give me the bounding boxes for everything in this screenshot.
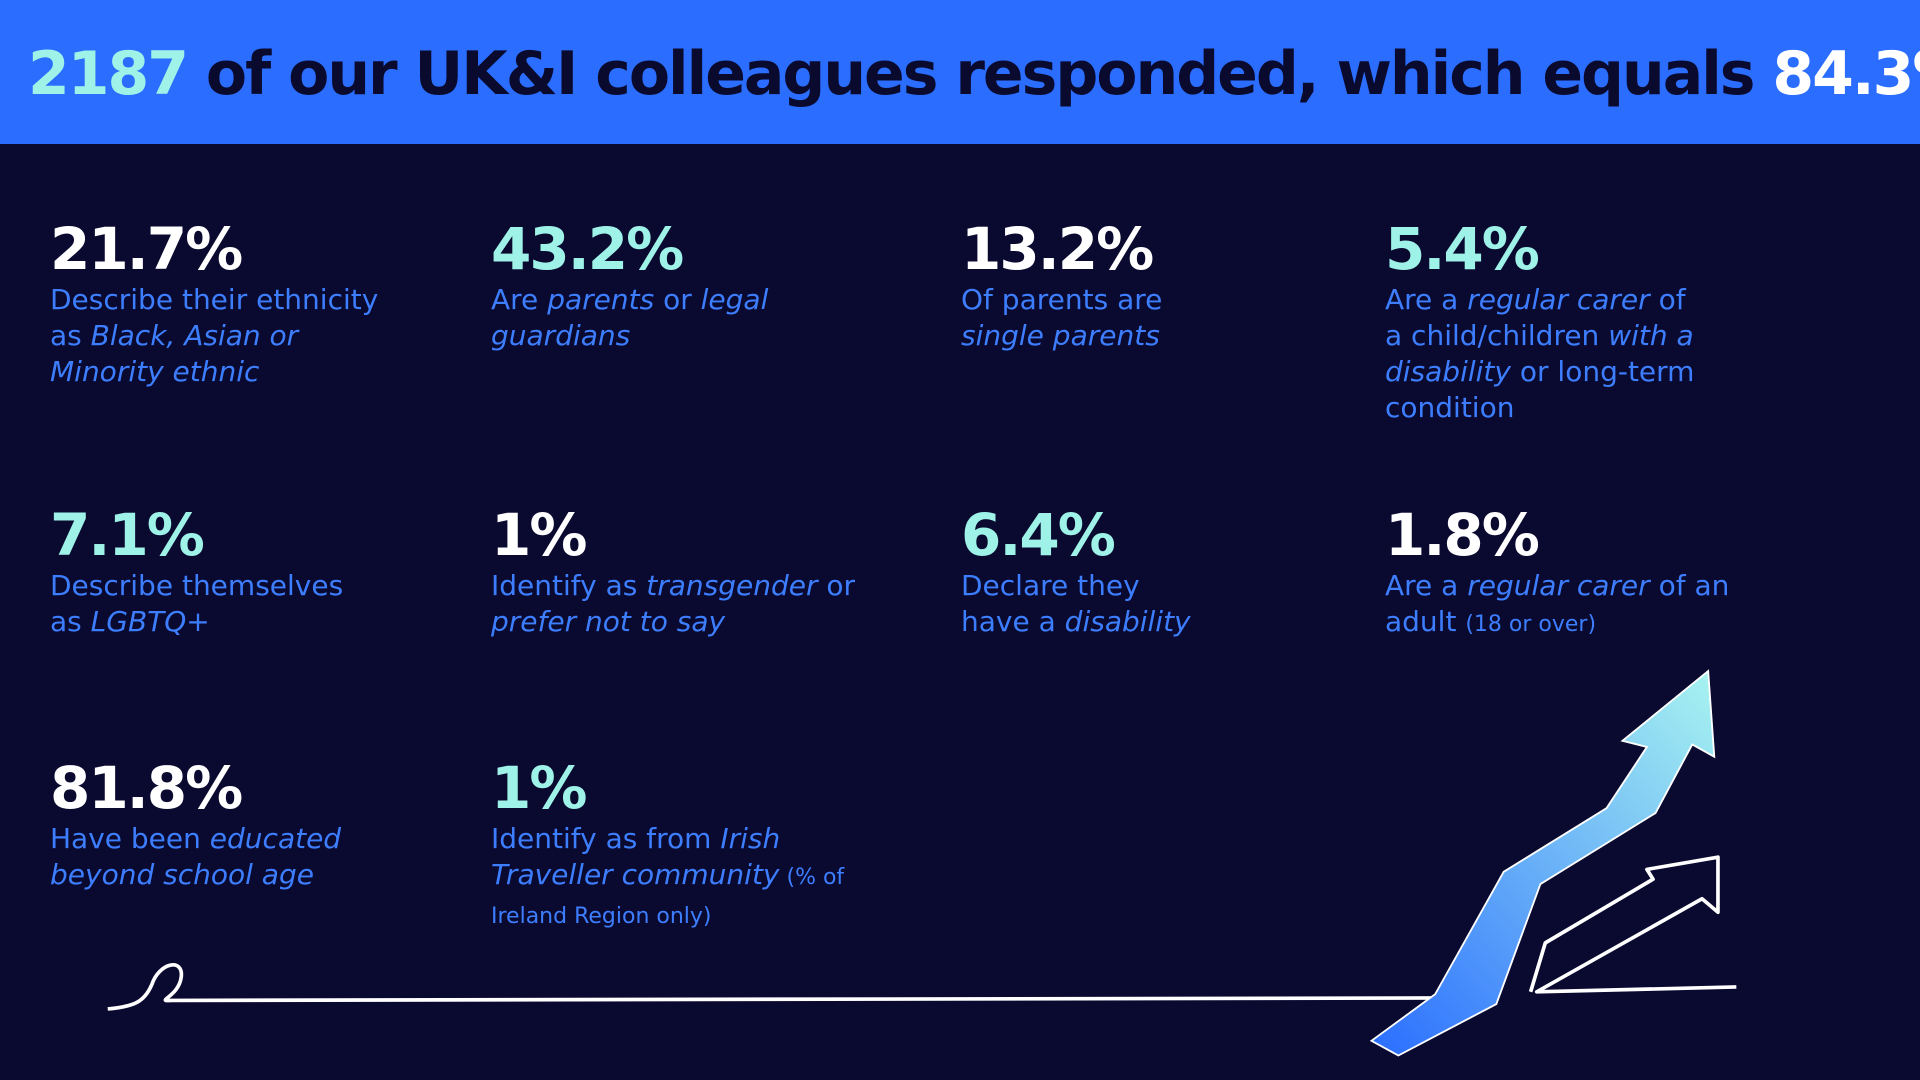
description-part: prefer not to say xyxy=(491,605,726,638)
description-part: Are a xyxy=(1385,283,1468,316)
stat-value: 5.4% xyxy=(1385,215,1540,283)
description-part: disability xyxy=(1064,605,1191,638)
description-part: legal guardians xyxy=(491,283,769,352)
description-part: Of parents are xyxy=(961,283,1163,316)
description-part: or xyxy=(817,569,856,602)
description-part: Have been xyxy=(50,822,210,855)
stat-value: 21.7% xyxy=(50,215,243,283)
stat-description: Identify as from Irish Traveller communi… xyxy=(491,821,891,935)
stat-description: Identify as transgender or prefer not to… xyxy=(491,568,891,640)
description-part: Identify as xyxy=(491,569,647,602)
stat: 21.7% Describe their ethnicity as Black, … xyxy=(50,220,410,390)
stat: 1% Identify as from Irish Traveller commu… xyxy=(491,759,891,935)
description-part: or long-term condition xyxy=(1385,355,1695,424)
stat-description: Declare they have a disability xyxy=(961,568,1211,640)
description-part: LGBTQ+ xyxy=(90,605,210,638)
stat-value: 7.1% xyxy=(50,501,205,569)
description-part: Black, Asian or Minority ethnic xyxy=(50,319,299,388)
description-part: educated beyond school age xyxy=(50,822,342,891)
stat-description: Describe themselves as LGBTQ+ xyxy=(50,568,380,640)
title: 2187 of our UK&I colleagues responded, w… xyxy=(28,44,1920,104)
description-part: Are a xyxy=(1385,569,1468,602)
stat-value: 43.2% xyxy=(491,215,684,283)
description-part: parents xyxy=(547,283,655,316)
stat-value: 6.4% xyxy=(961,501,1116,569)
line xyxy=(107,963,1445,1011)
stat: 43.2% Are parents or legal guardians xyxy=(491,220,891,354)
arrow xyxy=(1369,669,1716,1057)
title-part: 2187 xyxy=(28,39,189,109)
description-part: of an adult xyxy=(1385,569,1730,638)
stat: 1% Identify as transgender or prefer not … xyxy=(491,506,891,640)
stat-description: Are a regular carer of a child/children … xyxy=(1385,282,1695,426)
outline-arrow xyxy=(1528,855,1737,994)
stat: 81.8% Have been educated beyond school ag… xyxy=(50,759,380,893)
description-part: (18 or over) xyxy=(1465,612,1597,637)
stat: 5.4% Are a regular carer of a child/child… xyxy=(1385,220,1695,426)
stat-value: 1% xyxy=(491,501,587,569)
stat-value: 13.2% xyxy=(961,215,1154,283)
description-part: transgender xyxy=(646,569,818,602)
stat-value: 1% xyxy=(491,754,587,822)
description-part: Describe themselves as xyxy=(50,569,344,638)
stat: 1.8% Are a regular carer of an adult (18 … xyxy=(1385,506,1775,643)
description-part: Irish Traveller community xyxy=(491,822,781,891)
description-part: with a disability xyxy=(1385,319,1694,388)
header: 2187 of our UK&I colleagues responded, w… xyxy=(0,0,1920,144)
description-part: or xyxy=(654,283,701,316)
description-part: Declare they have a xyxy=(961,569,1140,638)
title-part: 84.3% xyxy=(1772,39,1920,109)
description-part: regular carer xyxy=(1467,569,1650,602)
stat: 6.4% Declare they have a disability xyxy=(961,506,1211,640)
title-part: of our UK&I colleagues responded, which … xyxy=(187,39,1773,109)
stat-description: Are parents or legal guardians xyxy=(491,282,891,354)
stat-value: 81.8% xyxy=(50,754,243,822)
description-part: regular carer xyxy=(1467,283,1650,316)
description-part: single parents xyxy=(961,319,1160,352)
stat-value: 1.8% xyxy=(1385,501,1540,569)
description-part: Describe their ethnicity as xyxy=(50,283,379,352)
description-part: of a child/children xyxy=(1385,283,1686,352)
stat-description: Describe their ethnicity as Black, Asian… xyxy=(50,282,410,390)
description-part: Identify as from xyxy=(491,822,721,855)
stat: 7.1% Describe themselves as LGBTQ+ xyxy=(50,506,380,640)
description-part: Are xyxy=(491,283,548,316)
stat-description: Of parents are single parents xyxy=(961,282,1191,354)
stat: 13.2% Of parents are single parents xyxy=(961,220,1191,354)
description-part: (% of Ireland Region only) xyxy=(491,865,845,929)
stat-description: Are a regular carer of an adult (18 or o… xyxy=(1385,568,1775,643)
stat-description: Have been educated beyond school age xyxy=(50,821,380,893)
